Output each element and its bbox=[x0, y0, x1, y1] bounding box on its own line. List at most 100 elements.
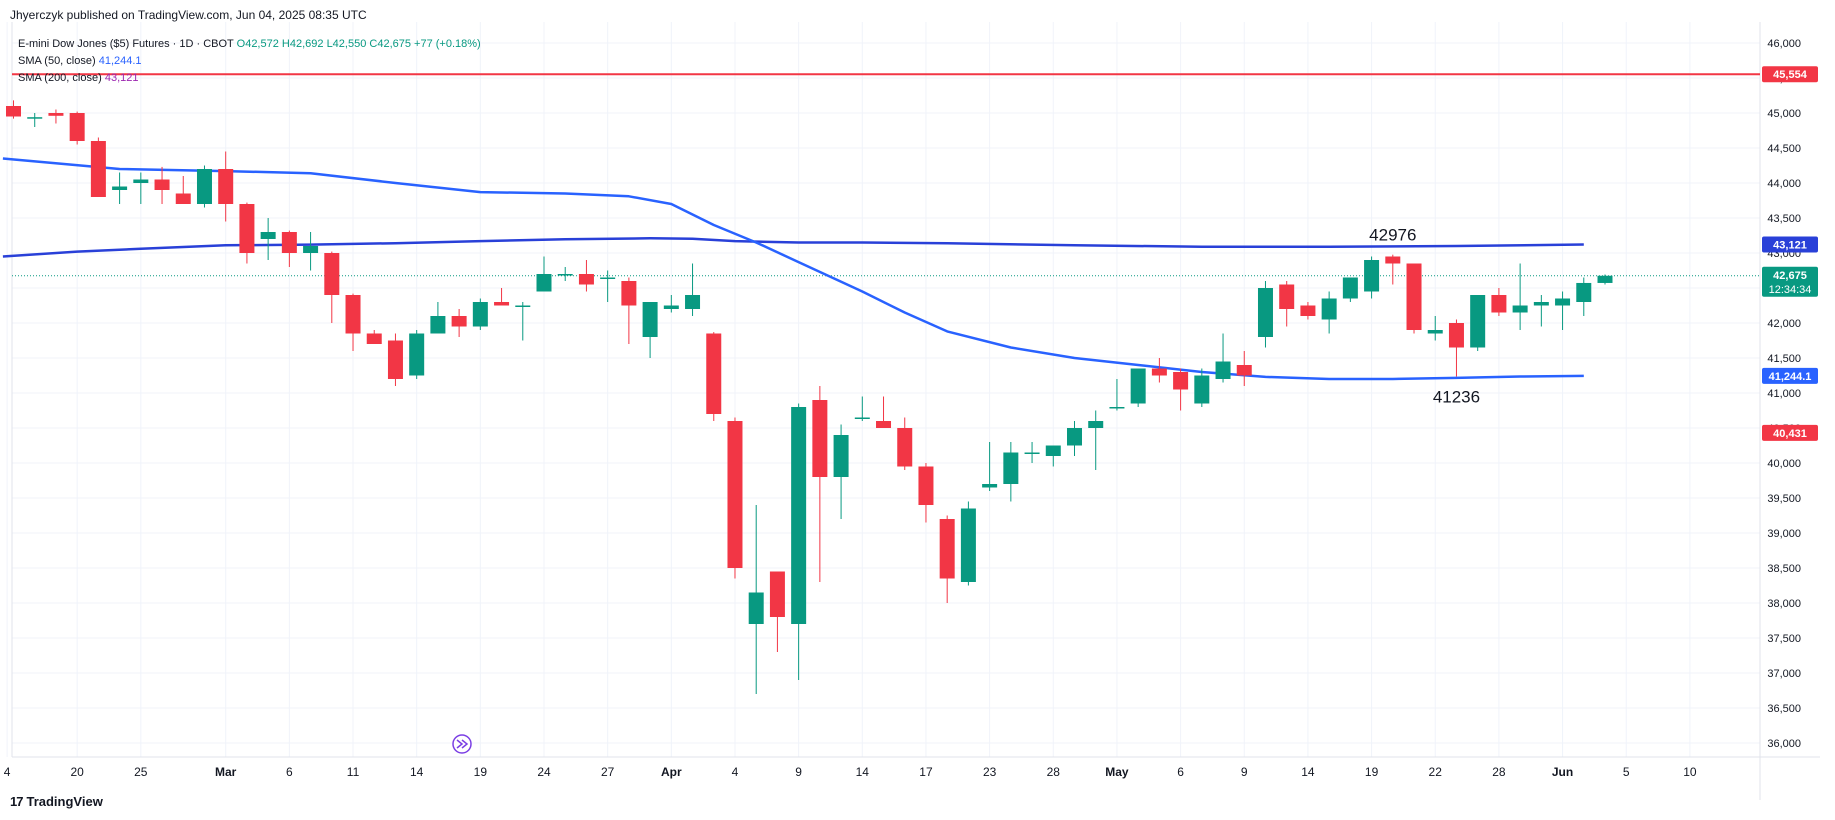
candle-body bbox=[1045, 445, 1061, 456]
candle-body bbox=[1385, 256, 1401, 264]
candle-body bbox=[897, 428, 913, 467]
y-tick-label: 40,000 bbox=[1767, 458, 1801, 470]
candle-body bbox=[1151, 368, 1167, 376]
sma200-legend-row[interactable]: SMA (200, close) 43,121 bbox=[18, 70, 481, 87]
sma50-label: SMA (50, close) bbox=[18, 55, 96, 67]
candle-body bbox=[1576, 282, 1592, 302]
candle-body bbox=[1088, 421, 1104, 428]
candle-body bbox=[1173, 372, 1189, 390]
y-tick-label: 42,000 bbox=[1767, 318, 1801, 330]
sma50-legend-row[interactable]: SMA (50, close) 41,244.1 bbox=[18, 53, 481, 70]
sma50-line bbox=[2, 157, 1584, 381]
x-tick-label: 4 bbox=[4, 765, 11, 779]
candle-body bbox=[112, 186, 128, 190]
candle-body bbox=[1342, 277, 1358, 299]
x-tick-label: Mar bbox=[215, 765, 237, 779]
candle-body bbox=[27, 117, 43, 119]
candle-body bbox=[90, 141, 106, 197]
x-tick-label: 11 bbox=[347, 765, 360, 779]
y-tick-label: 41,500 bbox=[1767, 353, 1801, 365]
x-tick-label: 19 bbox=[474, 765, 488, 779]
candle-body bbox=[578, 274, 594, 285]
y-tick-label: 36,500 bbox=[1767, 703, 1801, 715]
ohlc-low: L42,550 bbox=[326, 38, 367, 50]
candle-body bbox=[1470, 295, 1486, 348]
x-tick-label: 14 bbox=[410, 765, 424, 779]
x-tick-label: 25 bbox=[134, 765, 148, 779]
ohlc-high: H42,692 bbox=[281, 38, 324, 50]
candle-body bbox=[69, 113, 85, 141]
price-axis-label: 41,244.1 bbox=[1769, 371, 1812, 383]
candle-body bbox=[324, 253, 340, 295]
x-tick-label: 23 bbox=[983, 765, 997, 779]
candle-body bbox=[260, 232, 276, 239]
price-annotation: 41236 bbox=[1433, 387, 1480, 406]
y-tick-label: 41,000 bbox=[1767, 388, 1801, 400]
candle-body bbox=[175, 193, 191, 204]
price-axis-label-box bbox=[1762, 236, 1818, 253]
x-tick-label: May bbox=[1105, 765, 1129, 779]
replay-icon-arrows bbox=[456, 739, 469, 749]
x-tick-label: 6 bbox=[1177, 765, 1184, 779]
y-tick-label: 37,000 bbox=[1767, 668, 1801, 680]
x-tick-label: 28 bbox=[1492, 765, 1506, 779]
x-tick-label: 19 bbox=[1365, 765, 1379, 779]
y-tick-label: 38,500 bbox=[1767, 563, 1801, 575]
price-axis-label: 40,431 bbox=[1773, 428, 1807, 440]
candle-body bbox=[812, 400, 828, 477]
x-tick-label: 27 bbox=[601, 765, 615, 779]
candle-body bbox=[1491, 295, 1507, 313]
x-tick-label: 9 bbox=[1241, 765, 1248, 779]
x-tick-label: 9 bbox=[795, 765, 802, 779]
candle-body bbox=[1109, 407, 1125, 409]
candle-body bbox=[1003, 452, 1019, 484]
y-tick-label: 39,500 bbox=[1767, 493, 1801, 505]
chart-legend: E-mini Dow Jones ($5) Futures · 1D · CBO… bbox=[18, 36, 481, 87]
candle-body bbox=[1300, 305, 1316, 316]
candle-body bbox=[239, 204, 255, 253]
y-tick-label: 45,000 bbox=[1767, 108, 1801, 120]
candle-body bbox=[876, 421, 892, 428]
candle-body bbox=[430, 316, 446, 334]
tradingview-logo-icon: 17 bbox=[10, 794, 24, 809]
price-axis-label-box bbox=[1762, 266, 1818, 297]
candle-body bbox=[557, 274, 573, 276]
x-tick-label: 4 bbox=[732, 765, 739, 779]
ohlc-change: +77 (+0.18%) bbox=[414, 38, 481, 50]
price-axis-label: 43,121 bbox=[1773, 240, 1807, 252]
x-tick-label: 17 bbox=[919, 765, 933, 779]
brand-name: TradingView bbox=[26, 794, 103, 809]
candle-body bbox=[1512, 305, 1528, 313]
candle-body bbox=[982, 484, 998, 488]
candle-body bbox=[600, 277, 616, 279]
candle-body bbox=[1067, 428, 1082, 446]
candle-body bbox=[1448, 323, 1464, 348]
symbol-row[interactable]: E-mini Dow Jones ($5) Futures · 1D · CBO… bbox=[18, 36, 481, 53]
candle-body bbox=[1024, 452, 1040, 454]
candle-body bbox=[642, 302, 658, 337]
sma200-line bbox=[2, 237, 1584, 258]
y-tick-label: 37,500 bbox=[1767, 633, 1801, 645]
candle-body bbox=[854, 417, 870, 419]
candle-body bbox=[685, 295, 701, 309]
price-axis-label-box bbox=[1762, 424, 1818, 441]
candle-body bbox=[515, 305, 531, 307]
y-tick-label: 38,000 bbox=[1767, 598, 1801, 610]
candle-body bbox=[451, 316, 467, 327]
tradingview-brand[interactable]: 17 TradingView bbox=[10, 794, 103, 809]
candle-body bbox=[536, 274, 552, 292]
candle-body bbox=[48, 113, 64, 116]
x-tick-label: Apr bbox=[661, 765, 682, 779]
candle-body bbox=[1236, 365, 1252, 376]
y-tick-label: 43,500 bbox=[1767, 213, 1801, 225]
x-tick-label: Jun bbox=[1552, 765, 1573, 779]
x-tick-label: 20 bbox=[70, 765, 84, 779]
candle-body bbox=[748, 592, 764, 624]
candle-body bbox=[1194, 375, 1210, 404]
candle-body bbox=[409, 333, 425, 376]
x-tick-label: 10 bbox=[1683, 765, 1697, 779]
candle-body bbox=[1130, 368, 1146, 404]
candle-body bbox=[366, 333, 382, 344]
sma50-value: 41,244.1 bbox=[98, 55, 142, 67]
